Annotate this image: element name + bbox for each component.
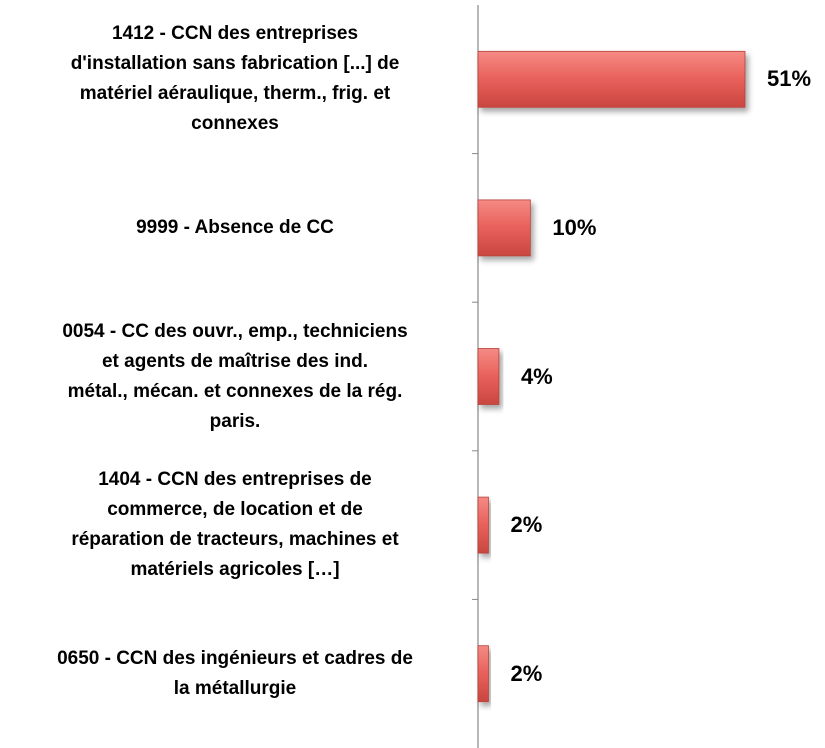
category-label: 0650 - CCN des ingénieurs et cadres de l… xyxy=(57,647,413,699)
value-label: 4% xyxy=(520,363,553,389)
value-label: 10% xyxy=(552,214,597,240)
value-label: 51% xyxy=(767,66,812,92)
category-label: 0054 - CC des ouvr., emp., techniciens e… xyxy=(62,320,408,432)
bar xyxy=(477,348,500,405)
value-label: 2% xyxy=(510,512,543,538)
value-label: 2% xyxy=(510,660,543,686)
bar xyxy=(477,645,489,703)
category-label: 9999 - Absence de CC xyxy=(136,216,334,238)
category-label: 1404 - CCN des entreprises de commerce, … xyxy=(71,469,399,581)
bar xyxy=(477,199,531,257)
bar xyxy=(477,496,489,554)
category-label: 1412 - CCN des entreprises d'installatio… xyxy=(70,23,400,135)
bar xyxy=(477,50,746,108)
